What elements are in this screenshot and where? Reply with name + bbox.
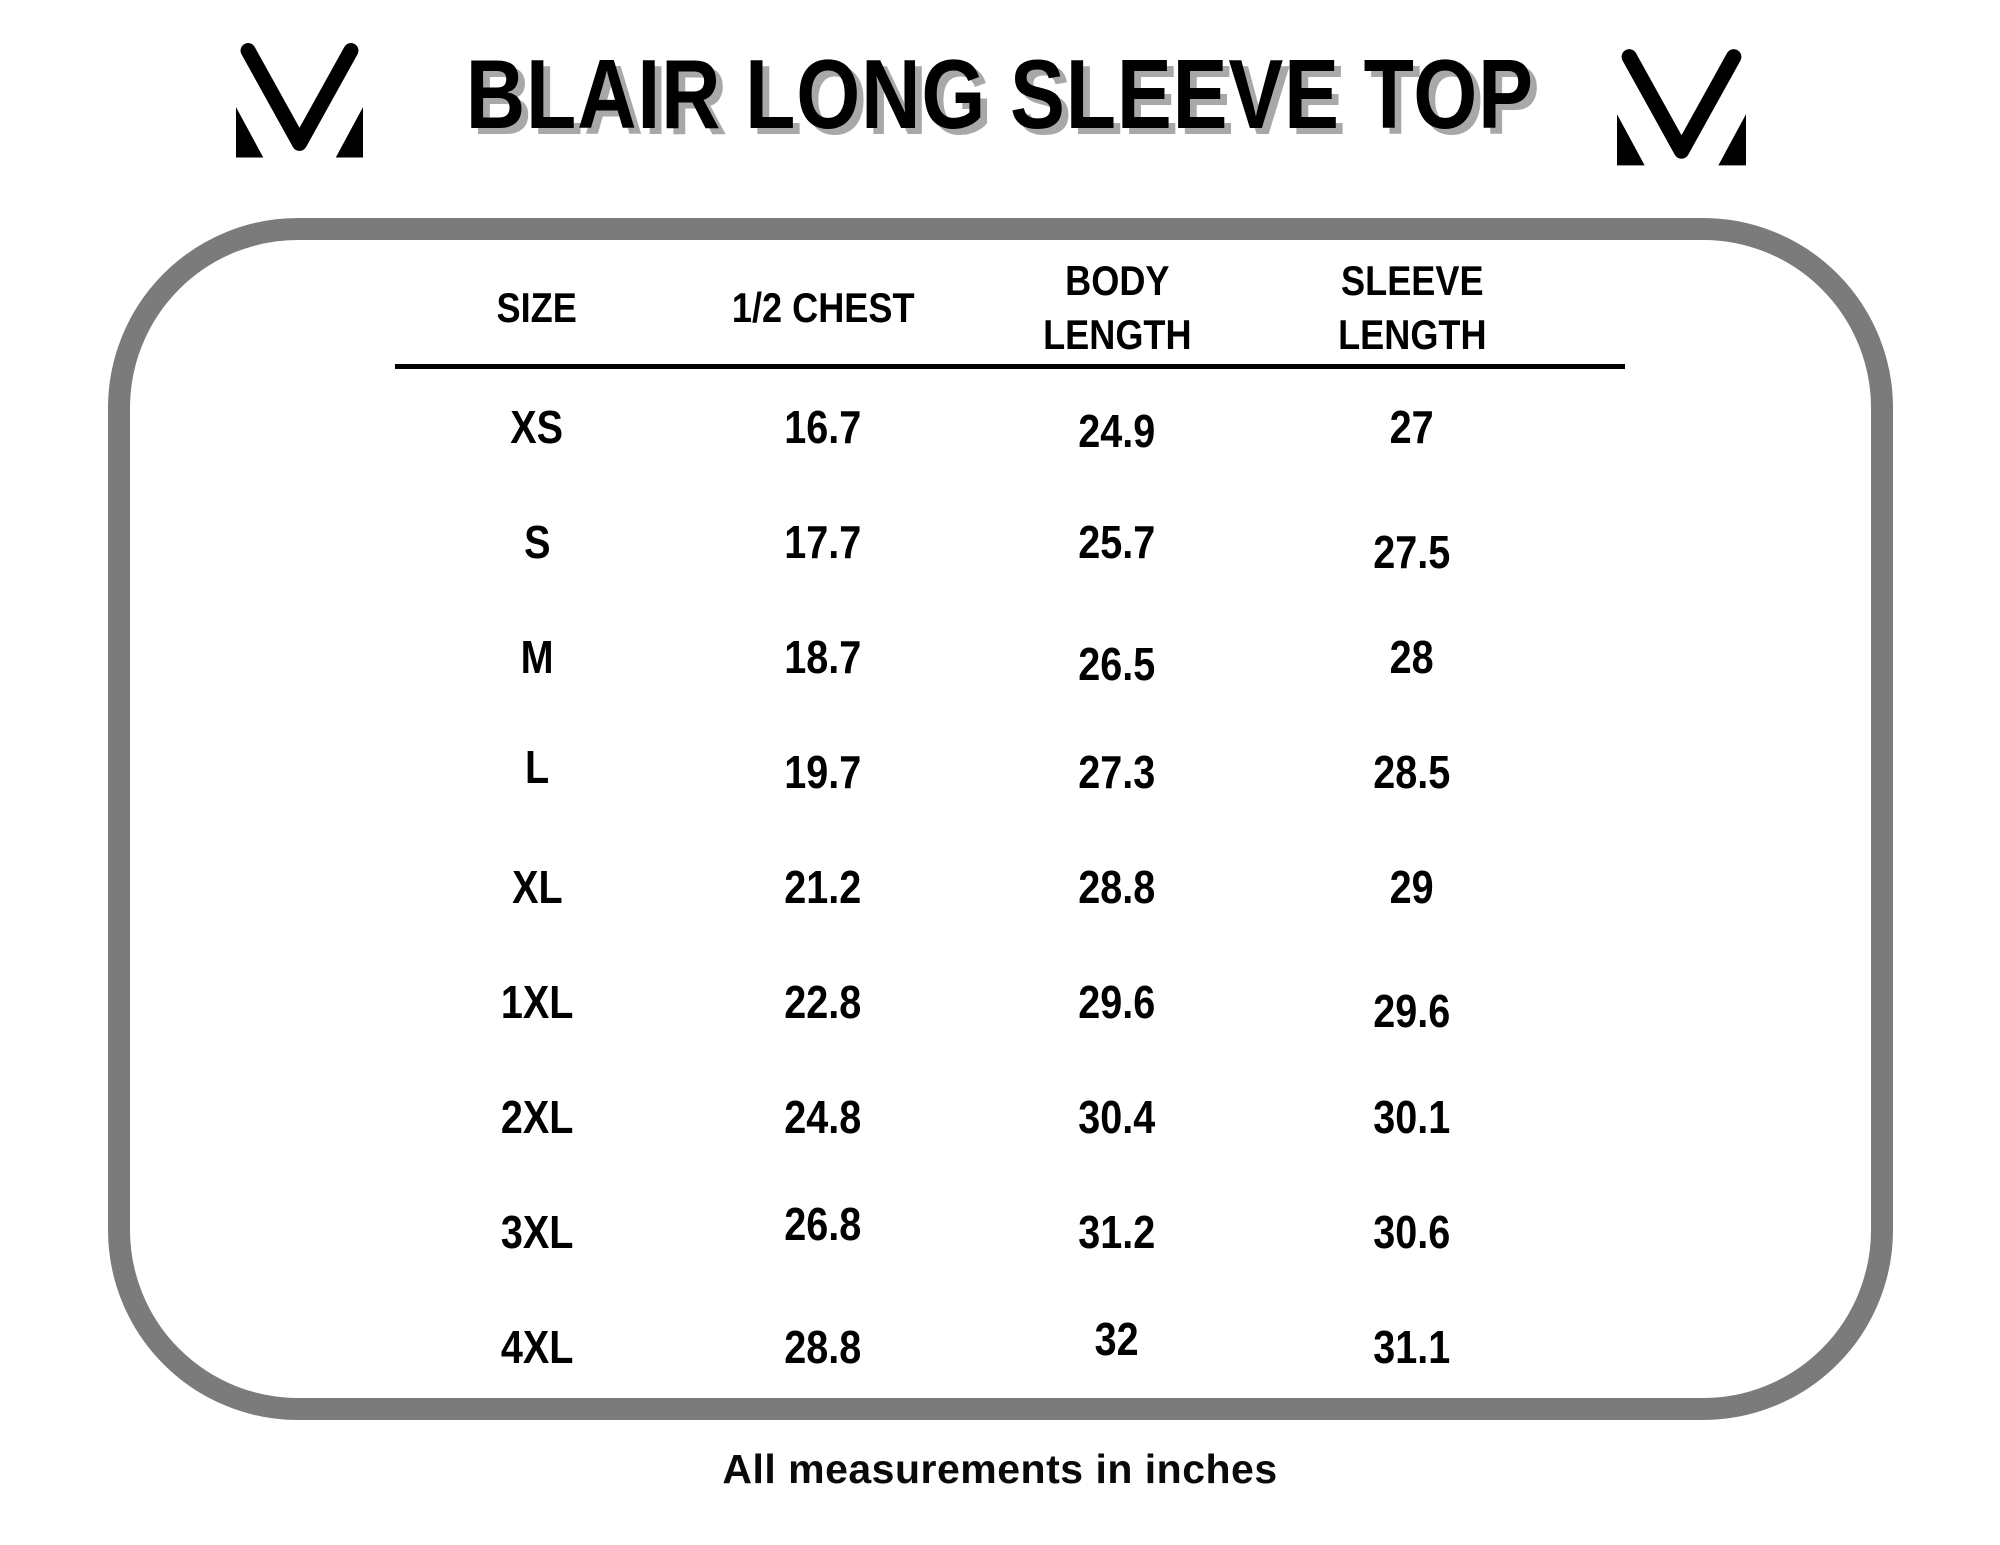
table-row: 2XL 24.8 30.4 30.1 [395, 1059, 1625, 1174]
measurements-note: All measurements in inches [722, 1446, 1278, 1492]
size-table: SIZE 1/2 CHEST BODY LENGTH SLEEVE LENGTH… [395, 252, 1625, 1404]
sleeve-length-cell: 27 [1389, 400, 1434, 453]
table-row: 3XL 26.8 31.2 30.6 [395, 1174, 1625, 1289]
table-row: XS 16.7 24.9 27 [395, 369, 1625, 484]
body-length-cell: 32 [1094, 1312, 1139, 1365]
size-cell: 1XL [500, 975, 574, 1028]
size-cell: S [523, 515, 551, 568]
body-length-cell: 28.8 [1078, 860, 1156, 913]
size-cell: XS [510, 400, 564, 453]
brand-monogram-icon [1617, 49, 1746, 166]
sleeve-length-cell: 30.6 [1373, 1205, 1451, 1258]
half-chest-cell: 24.8 [784, 1090, 862, 1143]
chart-title: BLAIR LONG SLEEVE TOP [0, 39, 2000, 149]
brand-monogram-icon [236, 43, 363, 158]
size-cell: L [524, 740, 550, 793]
body-length-cell: 30.4 [1078, 1090, 1156, 1143]
half-chest-cell: 18.7 [784, 630, 862, 683]
body-length-cell: 31.2 [1078, 1205, 1156, 1258]
sleeve-length-cell: 28.5 [1373, 745, 1451, 798]
column-header-half-chest: 1/2 CHEST [731, 284, 915, 332]
table-row: XL 21.2 28.8 29 [395, 829, 1625, 944]
column-header-sleeve-length: SLEEVE LENGTH [1337, 257, 1487, 358]
half-chest-cell: 26.8 [784, 1197, 862, 1250]
body-length-cell: 26.5 [1078, 637, 1156, 690]
sleeve-length-cell: 31.1 [1373, 1320, 1451, 1373]
table-row: 1XL 22.8 29.6 29.6 [395, 944, 1625, 1059]
table-row: S 17.7 25.7 27.5 [395, 484, 1625, 599]
sleeve-length-cell: 28 [1389, 630, 1434, 683]
size-cell: 2XL [500, 1090, 574, 1143]
size-cell: 3XL [500, 1205, 574, 1258]
body-length-cell: 27.3 [1078, 745, 1156, 798]
half-chest-cell: 19.7 [784, 745, 862, 798]
half-chest-cell: 28.8 [784, 1320, 862, 1373]
sleeve-length-cell: 30.1 [1373, 1090, 1451, 1143]
column-header-size: SIZE [496, 284, 578, 332]
size-cell: 4XL [500, 1320, 574, 1373]
body-length-cell: 24.9 [1078, 404, 1156, 457]
sleeve-length-cell: 29 [1389, 860, 1434, 913]
header-divider [395, 364, 1625, 369]
size-cell: M [520, 630, 554, 683]
table-row: 4XL 28.8 32 31.1 [395, 1289, 1625, 1404]
table-row: M 18.7 26.5 28 [395, 599, 1625, 714]
size-chart-frame [108, 218, 1893, 1420]
half-chest-cell: 21.2 [784, 860, 862, 913]
body-length-cell: 29.6 [1078, 975, 1156, 1028]
sleeve-length-cell: 29.6 [1373, 984, 1451, 1037]
chart-title-text: BLAIR LONG SLEEVE TOP [465, 39, 1535, 149]
table-header-row: SIZE 1/2 CHEST BODY LENGTH SLEEVE LENGTH [395, 252, 1625, 364]
half-chest-cell: 16.7 [784, 400, 862, 453]
column-header-body-length: BODY LENGTH [1042, 257, 1192, 358]
table-row: L 19.7 27.3 28.5 [395, 714, 1625, 829]
sleeve-length-cell: 27.5 [1373, 525, 1451, 578]
half-chest-cell: 22.8 [784, 975, 862, 1028]
size-cell: XL [511, 860, 563, 913]
body-length-cell: 25.7 [1078, 515, 1156, 568]
half-chest-cell: 17.7 [784, 515, 862, 568]
